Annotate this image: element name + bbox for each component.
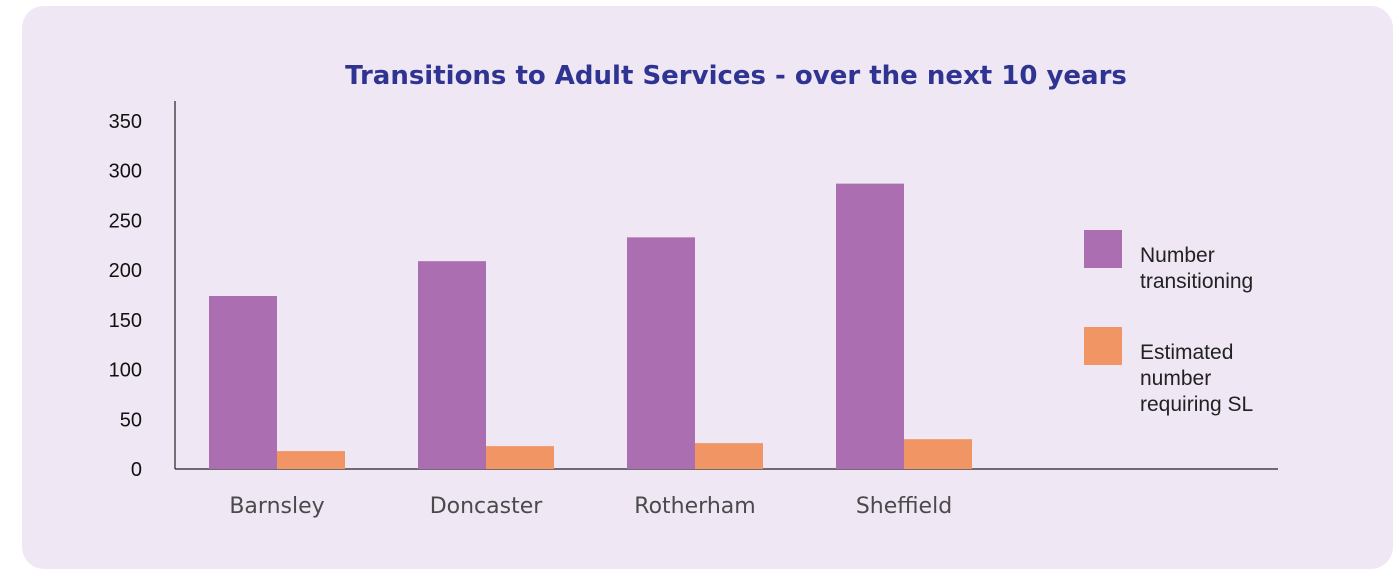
legend-label: transitioning — [1140, 270, 1253, 293]
legend-swatch-series-2 — [1084, 327, 1122, 365]
bar-barnsley-series-2 — [277, 451, 345, 469]
bar-sheffield-series-2 — [904, 439, 972, 469]
y-tick-label: 200 — [109, 260, 142, 282]
y-axis: 0 50 100 150 200 250 300 350 — [109, 101, 176, 481]
legend-swatch-series-1 — [1084, 230, 1122, 268]
y-tick-label: 150 — [109, 310, 142, 332]
legend-label: Number — [1140, 244, 1215, 267]
y-tick-label: 0 — [131, 459, 142, 481]
y-tick-label: 300 — [109, 161, 142, 183]
chart-card — [22, 6, 1393, 569]
legend-label: requiring SL — [1140, 393, 1253, 416]
bar-doncaster-series-1 — [418, 261, 486, 469]
legend-label: number — [1140, 367, 1211, 390]
x-tick-label: Doncaster — [430, 494, 544, 519]
x-tick-label: Sheffield — [856, 494, 952, 519]
bar-rotherham-series-1 — [627, 237, 695, 469]
x-axis: Barnsley Doncaster Rotherham Sheffield — [175, 468, 1278, 519]
bar-rotherham-series-2 — [695, 443, 763, 469]
bar-sheffield-series-1 — [836, 183, 904, 469]
bars — [209, 183, 972, 469]
y-tick-label: 50 — [120, 409, 142, 431]
x-tick-label: Barnsley — [229, 494, 324, 519]
y-tick-label: 250 — [109, 210, 142, 232]
y-tick-label: 100 — [109, 360, 142, 382]
legend-label: Estimated — [1140, 341, 1233, 364]
x-tick-label: Rotherham — [634, 494, 755, 519]
y-tick-label: 350 — [109, 111, 142, 133]
bar-barnsley-series-1 — [209, 295, 277, 469]
chart-title: Transitions to Adult Services - over the… — [345, 61, 1127, 91]
legend: Number transitioning Estimated number requir… — [1084, 230, 1253, 416]
bar-doncaster-series-2 — [486, 446, 554, 469]
